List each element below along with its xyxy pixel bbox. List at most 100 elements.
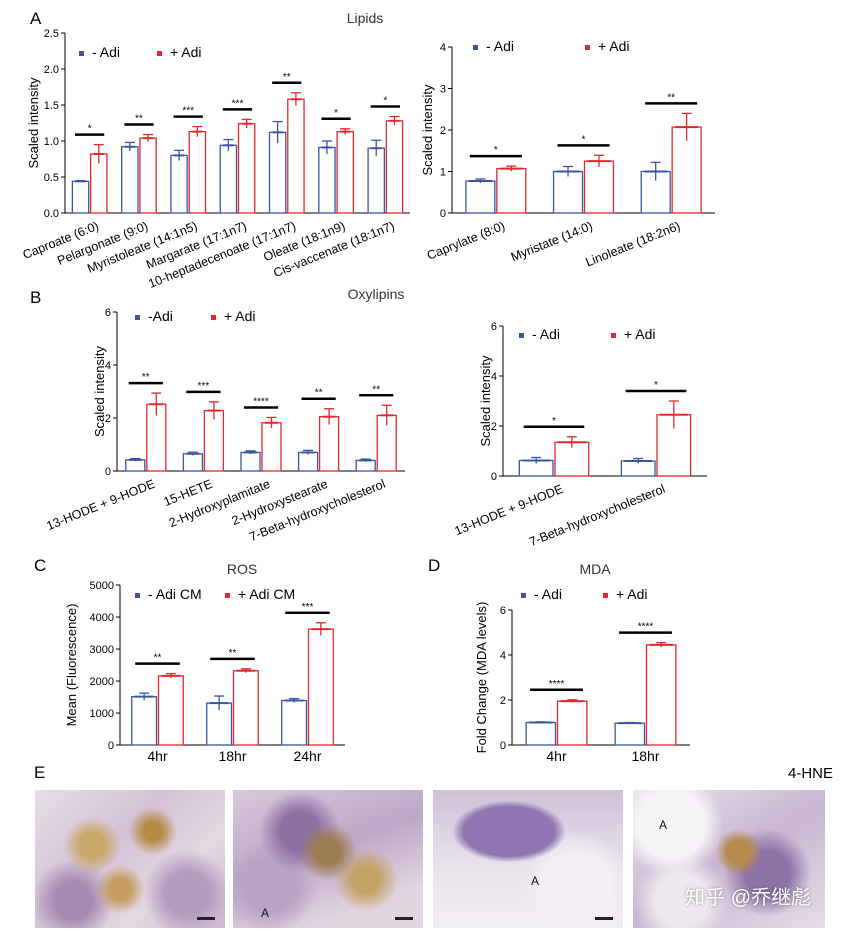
legend-marker	[585, 45, 590, 50]
y-tick-label: 4	[500, 650, 506, 662]
category-label: Myristate (14:0)	[509, 219, 595, 265]
bar	[671, 126, 702, 214]
significance-label: *	[654, 380, 658, 391]
significance-label: ***	[302, 602, 314, 613]
y-tick-label: 3	[440, 84, 446, 96]
bar	[237, 123, 256, 214]
bar	[307, 628, 334, 746]
adipose-mark: A	[531, 874, 540, 888]
bar	[336, 130, 354, 214]
legend-label: + Adi	[598, 38, 630, 54]
bar	[121, 146, 139, 214]
y-tick-label: 0	[108, 740, 114, 752]
y-axis-label: Fold Change (MDA levels)	[474, 602, 489, 754]
bar	[261, 422, 282, 472]
legend-label: - Adi	[92, 44, 120, 60]
y-axis-label: Scaled intensity	[478, 355, 493, 447]
histology-image-3: A	[433, 790, 623, 928]
bar	[240, 451, 261, 472]
significance-label: *	[582, 134, 586, 145]
y-axis-label: Mean (Fluorescence)	[64, 604, 79, 727]
bar	[318, 146, 336, 214]
y-tick-label: 6	[491, 321, 497, 333]
bar	[203, 409, 225, 472]
bar	[367, 147, 386, 214]
legend-marker	[157, 51, 162, 56]
significance-label: ***	[182, 106, 194, 117]
panel-letter-d: D	[428, 556, 440, 575]
bar	[131, 696, 158, 746]
y-tick-label: 0.0	[44, 208, 59, 220]
watermark: 知乎 @乔继彪	[685, 887, 811, 909]
category-label: 18hr	[218, 748, 246, 764]
y-tick-label: 6	[500, 605, 506, 617]
legend-label: + Adi CM	[238, 586, 295, 602]
category-label: Caprylate (8:0)	[425, 219, 507, 263]
y-tick-label: 2	[105, 413, 111, 425]
y-tick-label: 0	[500, 740, 506, 752]
significance-label: **	[135, 114, 143, 125]
significance-label: **	[283, 72, 291, 83]
chart-ros: 0 1000 2000 3000 4000 5000 Mean (Fluorescence)…	[64, 561, 345, 764]
legend-marker	[225, 593, 230, 598]
y-tick-label: 2000	[90, 676, 114, 688]
scale-bar	[395, 917, 413, 920]
chart-lipids-right: 0 1 2 3 4 Scaled intensity - Adi + Adi * Caprylat…	[420, 38, 715, 270]
legend-label: - Adi	[486, 38, 514, 54]
y-axis-label: Scaled intensity	[26, 77, 41, 169]
legend-marker	[79, 51, 84, 56]
panel-letter-a: A	[30, 9, 42, 28]
chart-mda: 0 2 4 6 Fold Change (MDA levels) MDA - Adi + Ad…	[474, 561, 690, 764]
y-tick-label: 4000	[90, 612, 114, 624]
significance-label: ****	[549, 679, 565, 690]
y-tick-label: 2	[440, 125, 446, 137]
significance-label: **	[667, 92, 675, 103]
y-axis-label: Scaled intensity	[92, 345, 107, 437]
category-label: 18hr	[631, 748, 659, 764]
bar	[496, 167, 527, 214]
bar	[297, 451, 319, 472]
legend-marker	[135, 315, 140, 320]
chart-oxylipins-left: 0 2 4 6 Scaled intensity Oxylipins -Adi + Adi **…	[44, 286, 405, 544]
bar	[281, 699, 308, 746]
legend-label: + Adi	[224, 308, 256, 324]
category-label: 24hr	[293, 748, 321, 764]
significance-label: ****	[253, 396, 269, 407]
bar	[355, 459, 376, 472]
legend-label: + Adi	[624, 326, 656, 342]
significance-label: *	[88, 124, 92, 135]
bar	[645, 644, 677, 746]
significance-label: **	[372, 384, 380, 395]
histology-image-4: A 知乎 @乔继彪	[633, 790, 825, 928]
bar	[182, 453, 204, 472]
panel-letter-e: E	[34, 763, 45, 782]
histology-label: 4-HNE	[788, 765, 833, 782]
legend-marker	[521, 593, 526, 598]
significance-label: **	[229, 648, 237, 659]
y-tick-label: 1.0	[44, 136, 59, 148]
chart-title: ROS	[227, 561, 257, 577]
y-tick-label: 0	[491, 471, 497, 483]
significance-label: **	[154, 653, 162, 664]
bar	[465, 180, 496, 214]
bar	[232, 670, 259, 746]
significance-label: *	[334, 108, 338, 119]
legend-label: - Adi CM	[148, 586, 202, 602]
chart-title: MDA	[579, 561, 611, 577]
bar	[287, 98, 305, 214]
legend-label: - Adi	[532, 326, 560, 342]
y-tick-label: 6	[105, 307, 111, 319]
legend-marker	[473, 45, 478, 50]
y-tick-label: 0	[440, 208, 446, 220]
y-tick-label: 4	[105, 360, 111, 372]
bar	[139, 137, 157, 214]
y-tick-label: 2	[491, 421, 497, 433]
scale-bar	[197, 917, 215, 920]
category-label: Linoleate (18:2n6)	[584, 219, 683, 270]
significance-label: **	[315, 388, 323, 399]
y-tick-label: 2.5	[44, 28, 59, 40]
y-tick-label: 4	[440, 42, 446, 54]
y-tick-label: 0	[105, 466, 111, 478]
significance-label: *	[494, 145, 498, 156]
